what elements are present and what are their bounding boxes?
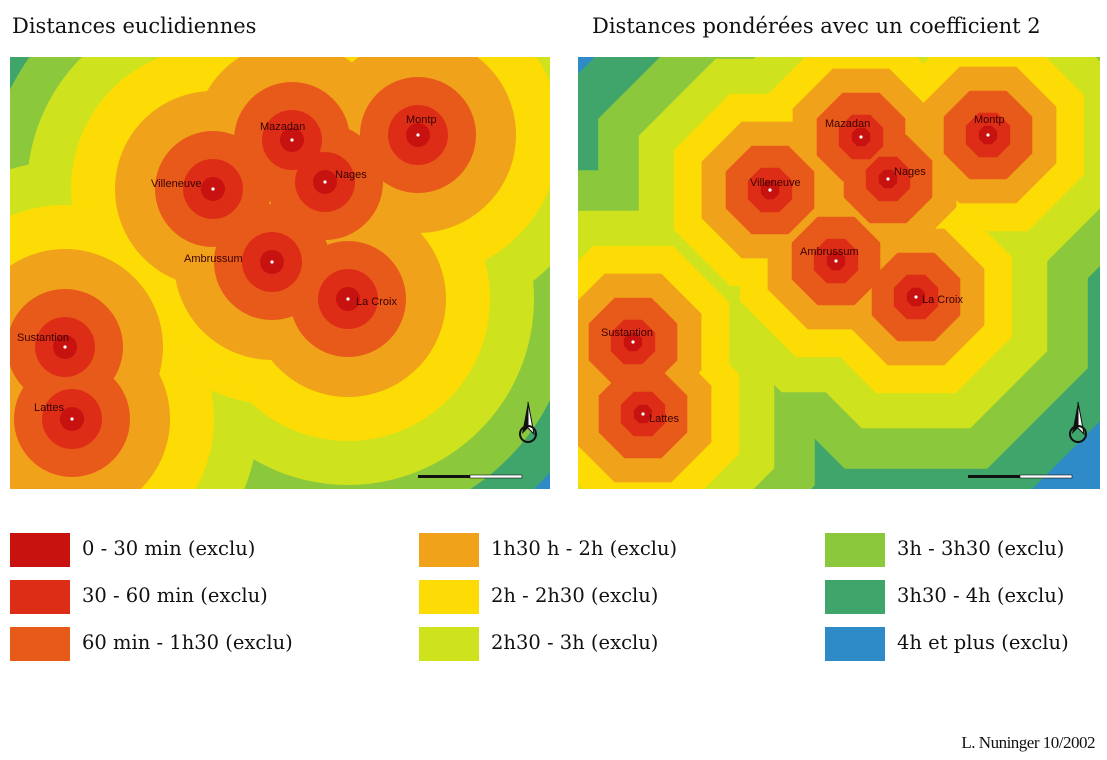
town-marker	[416, 133, 420, 137]
town-marker	[834, 259, 838, 263]
map-title-left: Distances euclidiennes	[12, 14, 257, 38]
map-title-right: Distances pondérées avec un coefficient …	[592, 14, 1041, 38]
author-credit: L. Nuninger 10/2002	[961, 733, 1095, 752]
town-marker	[631, 340, 635, 344]
legend-label: 1h30 h - 2h (exclu)	[491, 537, 678, 560]
north-arrow-icon	[519, 401, 537, 443]
town-marker	[70, 417, 74, 421]
legend-swatch	[10, 580, 70, 614]
town-label: Montp	[406, 114, 437, 126]
town-marker	[290, 138, 294, 142]
town-marker	[323, 180, 327, 184]
town-label: Nages	[335, 169, 367, 181]
legend-swatch	[825, 627, 885, 661]
town-label: La Croix	[356, 296, 397, 308]
town-label: Mazadan	[260, 121, 305, 133]
town-label: Mazadan	[825, 118, 870, 130]
town-label: Ambrussum	[184, 253, 243, 265]
legend-label: 0 - 30 min (exclu)	[82, 537, 256, 560]
legend-swatch	[825, 580, 885, 614]
legend-swatch	[419, 533, 479, 567]
legend-label: 60 min - 1h30 (exclu)	[82, 631, 293, 654]
town-marker	[211, 187, 215, 191]
map-panel-euclidean: Mazadan Montp Villeneuve Nages Ambrussum La C…	[10, 57, 550, 489]
town-marker	[270, 260, 274, 264]
town-label: Sustantion	[17, 332, 69, 344]
town-label: Ambrussum	[800, 246, 859, 258]
town-marker	[886, 177, 890, 181]
legend-swatch	[419, 580, 479, 614]
north-arrow-icon	[1069, 401, 1087, 443]
scale-bar	[968, 474, 1073, 479]
map-panel-weighted: Mazadan Montp Villeneuve Nages Ambrussum La C…	[578, 57, 1100, 489]
legend-swatch	[825, 533, 885, 567]
town-label: Nages	[894, 166, 926, 178]
legend-label: 2h30 - 3h (exclu)	[491, 631, 659, 654]
town-marker	[63, 345, 67, 349]
town-marker	[914, 295, 918, 299]
legend-label: 3h30 - 4h (exclu)	[897, 584, 1065, 607]
town-label: Lattes	[649, 413, 679, 425]
legend-swatch	[419, 627, 479, 661]
legend-label: 4h et plus (exclu)	[897, 631, 1069, 654]
town-label: Villeneuve	[151, 178, 202, 190]
isochrone-map-euclidean: Mazadan Montp Villeneuve Nages Ambrussum La C…	[10, 57, 550, 489]
scale-bar	[418, 474, 523, 479]
town-marker	[346, 297, 350, 301]
town-marker	[859, 135, 863, 139]
town-marker	[641, 412, 645, 416]
legend-label: 3h - 3h30 (exclu)	[897, 537, 1065, 560]
town-label: La Croix	[922, 294, 963, 306]
legend-swatch	[10, 627, 70, 661]
town-marker	[986, 133, 990, 137]
town-label: Lattes	[34, 402, 64, 414]
town-label: Montp	[974, 114, 1005, 126]
legend-label: 2h - 2h30 (exclu)	[491, 584, 659, 607]
legend-swatch	[10, 533, 70, 567]
isochrone-map-weighted: Mazadan Montp Villeneuve Nages Ambrussum La C…	[578, 57, 1100, 489]
town-label: Sustantion	[601, 327, 653, 339]
legend-label: 30 - 60 min (exclu)	[82, 584, 268, 607]
town-marker	[768, 188, 772, 192]
town-label: Villeneuve	[750, 177, 801, 189]
